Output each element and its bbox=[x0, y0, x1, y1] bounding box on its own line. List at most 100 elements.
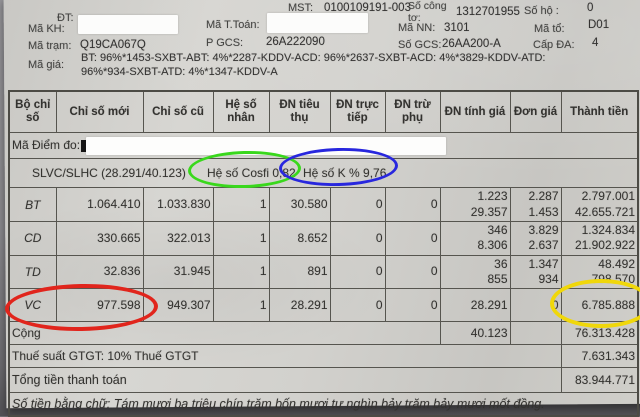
col-don-gia: Đơn giá bbox=[509, 90, 562, 133]
cell-td-chi-so-cu: 31.945 bbox=[142, 254, 214, 290]
field-ma-to-label: Mã tổ: bbox=[534, 23, 565, 35]
cell-td-chi-so-moi: 32.836 bbox=[55, 254, 144, 290]
cell-bt-don-gia: 2.287 1.453 bbox=[509, 187, 562, 222]
total-row-cong: Cộng 40.123 76.313.428 bbox=[8, 321, 639, 346]
cell-bt-dn-tinh-gia: 1.223 29.357 bbox=[439, 187, 511, 222]
field-ma-nn-label: Mã NN: bbox=[398, 22, 436, 34]
cell-cd-he-so-nhan: 1 bbox=[212, 221, 270, 256]
field-cap-da-label: Cấp ĐA: bbox=[533, 39, 575, 51]
slvc-row: SLVC/SLHC (28.291/40.123) Hệ số Cosfi 0,… bbox=[8, 158, 639, 188]
field-mst-value: 0100109191-003 bbox=[324, 2, 411, 14]
field-ma-kh-label: Mã KH: bbox=[28, 23, 65, 35]
amount-in-words-text: Số tiền bằng chữ: Tám mươi ba triệu chín… bbox=[8, 392, 639, 417]
cell-bt-chi-so-moi: 1.064.410 bbox=[55, 187, 144, 222]
cell-td-dn-tru-phu: 0 bbox=[384, 254, 441, 290]
col-bo-chi-so: Bộ chỉ số bbox=[8, 90, 57, 133]
col-he-so-nhan: Hệ số nhân bbox=[212, 90, 270, 133]
col-dn-truc-tiep: ĐN trực tiếp bbox=[329, 90, 386, 133]
cell-cd-thanh-tien: 1.324.834 21.902.922 bbox=[560, 221, 639, 256]
yellow-circle-annotation bbox=[550, 279, 640, 328]
field-so-gcs-label: Số GCS: bbox=[398, 39, 442, 51]
vat-label: Thuế suất GTGT: 10% Thuế GTGT bbox=[8, 344, 562, 369]
cell-bt-thanh-tien: 2.797.001 42.655.721 bbox=[560, 187, 639, 222]
col-chi-so-cu: Chỉ số cũ bbox=[142, 90, 214, 133]
grand-total-row: Tổng tiền thanh toán 83.944.771 bbox=[8, 367, 639, 394]
cell-cd-dn-truc-tiep: 0 bbox=[329, 221, 386, 256]
col-dn-tinh-gia: ĐN tính giá bbox=[439, 90, 511, 133]
redaction-box-ma-t-toan bbox=[267, 13, 368, 33]
field-p-gcs-label: P GCS: bbox=[206, 37, 244, 49]
cell-cd-chi-so-moi: 330.665 bbox=[55, 221, 144, 256]
field-ma-to-value: D01 bbox=[588, 19, 610, 31]
cosfi-text: Hệ số Cosfi 0,82 bbox=[207, 166, 296, 180]
cell-td-dn-tinh-gia: 36 855 bbox=[439, 254, 511, 290]
grand-total-value: 83.944.771 bbox=[560, 367, 639, 394]
cell-vc-dn-truc-tiep: 0 bbox=[329, 288, 386, 323]
field-dt-label: ĐT: bbox=[57, 12, 74, 24]
field-ma-tram-label: Mã trạm: bbox=[28, 40, 72, 52]
amount-in-words-row: Số tiền bằng chữ: Tám mươi ba triệu chín… bbox=[8, 392, 639, 417]
slvc-text: SLVC/SLHC (28.291/40.123) bbox=[32, 166, 186, 180]
cell-cd-code: CD bbox=[8, 221, 57, 256]
cell-cd-chi-so-cu: 322.013 bbox=[142, 221, 214, 256]
ma-diem-do-cell: Mã Điểm đo: bbox=[8, 132, 639, 159]
cell-td-code: TD bbox=[8, 254, 57, 290]
cell-td-dn-tieu-thu: 891 bbox=[268, 254, 331, 290]
cell-bt-he-so-nhan: 1 bbox=[212, 187, 270, 222]
vat-value: 7.631.343 bbox=[560, 344, 639, 369]
redaction-box-ma-diem-do bbox=[86, 136, 447, 155]
cell-vc-chi-so-moi: 977.598 bbox=[55, 288, 144, 323]
cell-vc-code: VC bbox=[8, 288, 57, 323]
col-dn-tieu-thu: ĐN tiêu thụ bbox=[268, 90, 331, 133]
col-dn-tru-phu: ĐN trừ phụ bbox=[384, 90, 441, 133]
field-so-gcs-value: 26AA200-A bbox=[442, 38, 501, 50]
cell-vc-dn-tru-phu: 0 bbox=[384, 288, 441, 323]
table-header-row: Bộ chỉ số Chỉ số mới Chỉ số cũ Hệ số nhâ… bbox=[8, 90, 639, 133]
cell-td-don-gia: 1.347 934 bbox=[509, 254, 562, 290]
cong-dn-tinh-gia: 40.123 bbox=[439, 321, 511, 346]
redaction-mark-small bbox=[81, 139, 87, 152]
table-row-cd: CD 330.665 322.013 1 8.652 0 0 346 8.306… bbox=[8, 221, 639, 256]
cell-vc-dn-tieu-thu: 28.291 bbox=[268, 288, 331, 323]
billing-table: Bộ chỉ số Chỉ số mới Chỉ số cũ Hệ số nhâ… bbox=[8, 90, 639, 417]
redaction-box-ma-kh bbox=[78, 15, 178, 34]
cell-bt-chi-so-cu: 1.033.830 bbox=[142, 187, 214, 222]
cell-bt-dn-tru-phu: 0 bbox=[384, 187, 441, 222]
cell-vc-dn-tinh-gia: 28.291 bbox=[439, 288, 511, 323]
col-chi-so-moi: Chỉ số mới bbox=[55, 90, 144, 133]
field-so-ho-value: 0 bbox=[587, 2, 594, 14]
grand-total-label: Tổng tiền thanh toán bbox=[8, 367, 562, 394]
slvc-cell: SLVC/SLHC (28.291/40.123) Hệ số Cosfi 0,… bbox=[8, 158, 639, 188]
ma-diem-do-label: Mã Điểm đo: bbox=[12, 137, 81, 152]
cell-vc-he-so-nhan: 1 bbox=[212, 288, 270, 323]
field-so-cong-to-label: Số công tơ: bbox=[408, 0, 447, 25]
table-row-bt: BT 1.064.410 1.033.830 1 30.580 0 0 1.22… bbox=[8, 187, 639, 222]
field-so-ho-label: Số hộ : bbox=[524, 5, 559, 17]
field-ma-tram-value: Q19CA067Q bbox=[80, 39, 146, 51]
cong-don-gia-empty bbox=[509, 321, 562, 346]
field-ma-gia-line1: BT: 96%*1453-SXBT-ABT: 4%*2287-KDDV-ACD:… bbox=[81, 52, 546, 64]
field-ma-gia-label: Mã giá: bbox=[28, 59, 65, 71]
vat-row: Thuế suất GTGT: 10% Thuế GTGT 7.631.343 bbox=[8, 344, 639, 369]
ma-diem-do-row: Mã Điểm đo: bbox=[8, 132, 639, 159]
cell-td-he-so-nhan: 1 bbox=[212, 254, 270, 290]
cell-cd-don-gia: 3.829 2.637 bbox=[509, 221, 562, 256]
field-ma-gia-line2: 96%*934-SXBT-ATD: 4%*1347-KDDV-A bbox=[81, 66, 278, 78]
field-cap-da-value: 4 bbox=[592, 37, 599, 49]
cell-td-dn-truc-tiep: 0 bbox=[329, 254, 386, 290]
field-ma-t-toan-label: Mã T.Toán: bbox=[206, 19, 260, 31]
cell-cd-dn-tinh-gia: 346 8.306 bbox=[439, 221, 511, 256]
cell-bt-dn-tieu-thu: 30.580 bbox=[268, 187, 331, 222]
field-ma-nn-value: 3101 bbox=[444, 22, 470, 34]
cell-cd-dn-tru-phu: 0 bbox=[384, 221, 441, 256]
cell-cd-dn-tieu-thu: 8.652 bbox=[268, 221, 331, 256]
cell-vc-chi-so-cu: 949.307 bbox=[142, 288, 214, 323]
col-thanh-tien: Thành tiền bbox=[560, 90, 639, 133]
he-so-k-text: Hệ số K % 9,76 bbox=[303, 166, 387, 180]
field-mst-label: MST: bbox=[288, 2, 314, 14]
field-so-cong-to-value: 1312701955 bbox=[456, 6, 520, 18]
cell-bt-dn-truc-tiep: 0 bbox=[329, 187, 386, 222]
field-p-gcs-value: 26A222090 bbox=[266, 36, 325, 48]
